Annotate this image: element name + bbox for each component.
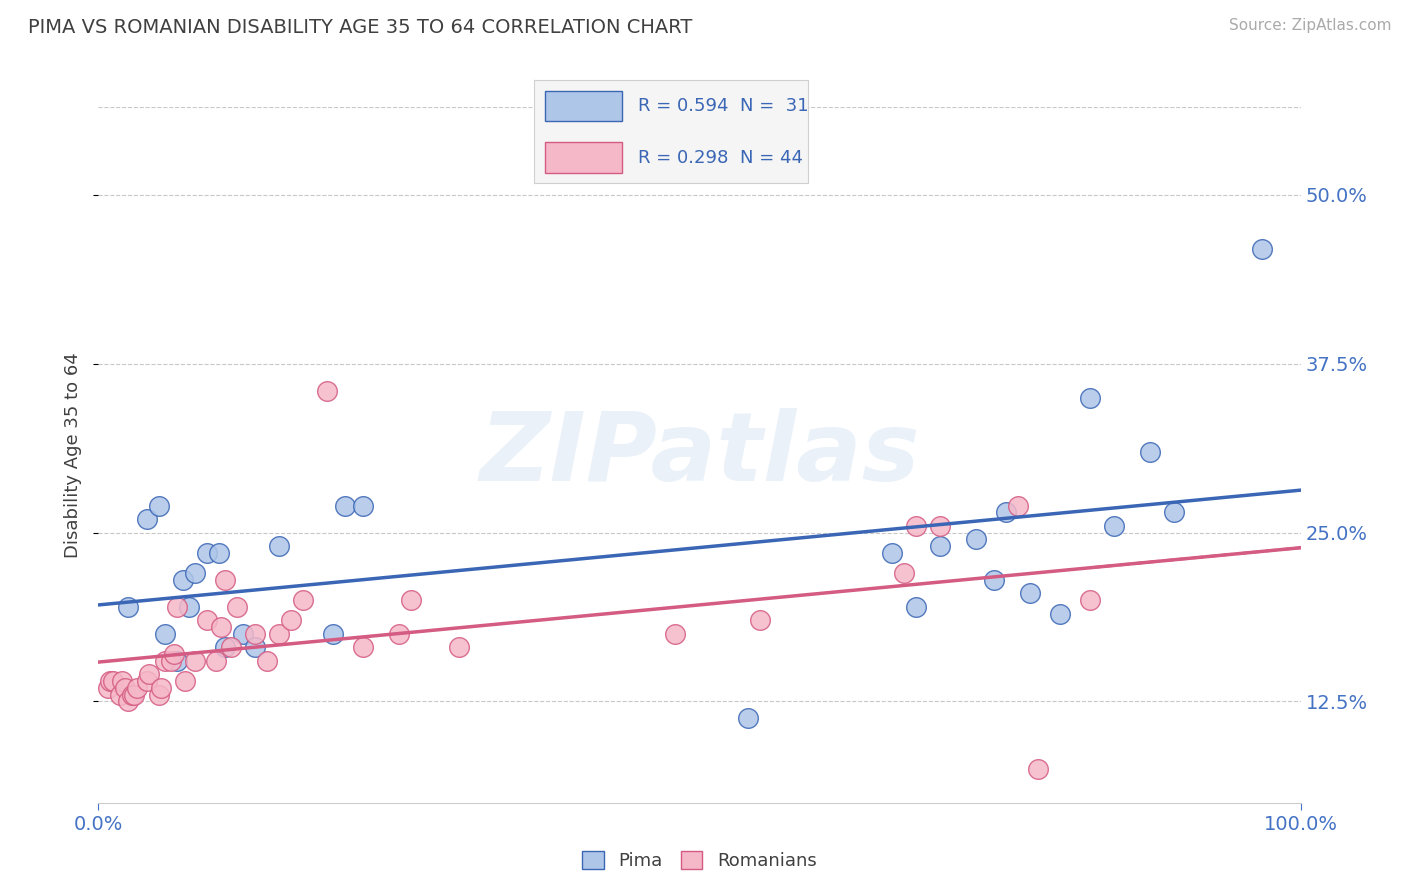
- Point: [153, 627, 176, 641]
- Point: [256, 654, 278, 668]
- Point: [399, 593, 422, 607]
- Point: [148, 688, 170, 702]
- Point: [447, 640, 470, 655]
- Point: [315, 384, 337, 398]
- Text: Source: ZipAtlas.com: Source: ZipAtlas.com: [1229, 18, 1392, 33]
- Point: [1102, 519, 1125, 533]
- Point: [183, 566, 205, 581]
- Text: N =  31: N = 31: [740, 97, 808, 115]
- Point: [232, 627, 254, 641]
- Point: [1078, 391, 1101, 405]
- Point: [208, 546, 231, 560]
- Point: [183, 654, 205, 668]
- Point: [108, 688, 131, 702]
- Point: [664, 627, 686, 641]
- Point: [748, 614, 770, 628]
- Point: [114, 681, 136, 695]
- Point: [225, 599, 247, 614]
- Point: [965, 533, 987, 547]
- Point: [1028, 762, 1050, 776]
- Point: [124, 688, 146, 702]
- Point: [117, 694, 139, 708]
- Point: [928, 539, 950, 553]
- Point: [159, 654, 181, 668]
- Legend: Pima, Romanians: Pima, Romanians: [575, 844, 824, 877]
- Point: [322, 627, 344, 641]
- Point: [138, 667, 160, 681]
- Point: [97, 681, 120, 695]
- Point: [291, 593, 314, 607]
- Point: [1163, 505, 1185, 519]
- Point: [121, 688, 143, 702]
- Point: [1078, 593, 1101, 607]
- Point: [177, 599, 200, 614]
- Point: [219, 640, 242, 655]
- Point: [983, 573, 1005, 587]
- FancyBboxPatch shape: [546, 142, 621, 173]
- Text: R = 0.594: R = 0.594: [638, 97, 728, 115]
- Y-axis label: Disability Age 35 to 64: Disability Age 35 to 64: [65, 352, 83, 558]
- Point: [166, 599, 188, 614]
- Point: [904, 519, 927, 533]
- Point: [1007, 499, 1029, 513]
- Point: [1251, 242, 1274, 256]
- Point: [100, 674, 122, 689]
- Point: [148, 499, 170, 513]
- Point: [163, 647, 186, 661]
- Point: [149, 681, 172, 695]
- Point: [333, 499, 356, 513]
- Point: [1019, 586, 1042, 600]
- Point: [1139, 444, 1161, 458]
- Point: [205, 654, 228, 668]
- Point: [388, 627, 411, 641]
- Point: [111, 674, 134, 689]
- Point: [166, 654, 188, 668]
- Point: [195, 546, 218, 560]
- Point: [117, 599, 139, 614]
- Point: [280, 614, 302, 628]
- Point: [195, 614, 218, 628]
- Point: [135, 674, 157, 689]
- Point: [214, 640, 236, 655]
- Point: [153, 654, 176, 668]
- Text: R = 0.298: R = 0.298: [638, 149, 728, 167]
- FancyBboxPatch shape: [546, 91, 621, 121]
- Text: N = 44: N = 44: [740, 149, 803, 167]
- Point: [352, 640, 374, 655]
- Point: [214, 573, 236, 587]
- Point: [267, 539, 290, 553]
- Point: [1049, 607, 1071, 621]
- Point: [174, 674, 197, 689]
- Point: [172, 573, 194, 587]
- Point: [995, 505, 1018, 519]
- Point: [101, 674, 124, 689]
- Point: [135, 512, 157, 526]
- Point: [880, 546, 903, 560]
- Point: [125, 681, 148, 695]
- Text: PIMA VS ROMANIAN DISABILITY AGE 35 TO 64 CORRELATION CHART: PIMA VS ROMANIAN DISABILITY AGE 35 TO 64…: [28, 18, 693, 37]
- Point: [209, 620, 232, 634]
- Point: [243, 640, 266, 655]
- Point: [267, 627, 290, 641]
- Point: [893, 566, 915, 581]
- Point: [352, 499, 374, 513]
- Point: [904, 599, 927, 614]
- Point: [737, 711, 759, 725]
- Point: [243, 627, 266, 641]
- Text: ZIPatlas: ZIPatlas: [479, 409, 920, 501]
- Point: [928, 519, 950, 533]
